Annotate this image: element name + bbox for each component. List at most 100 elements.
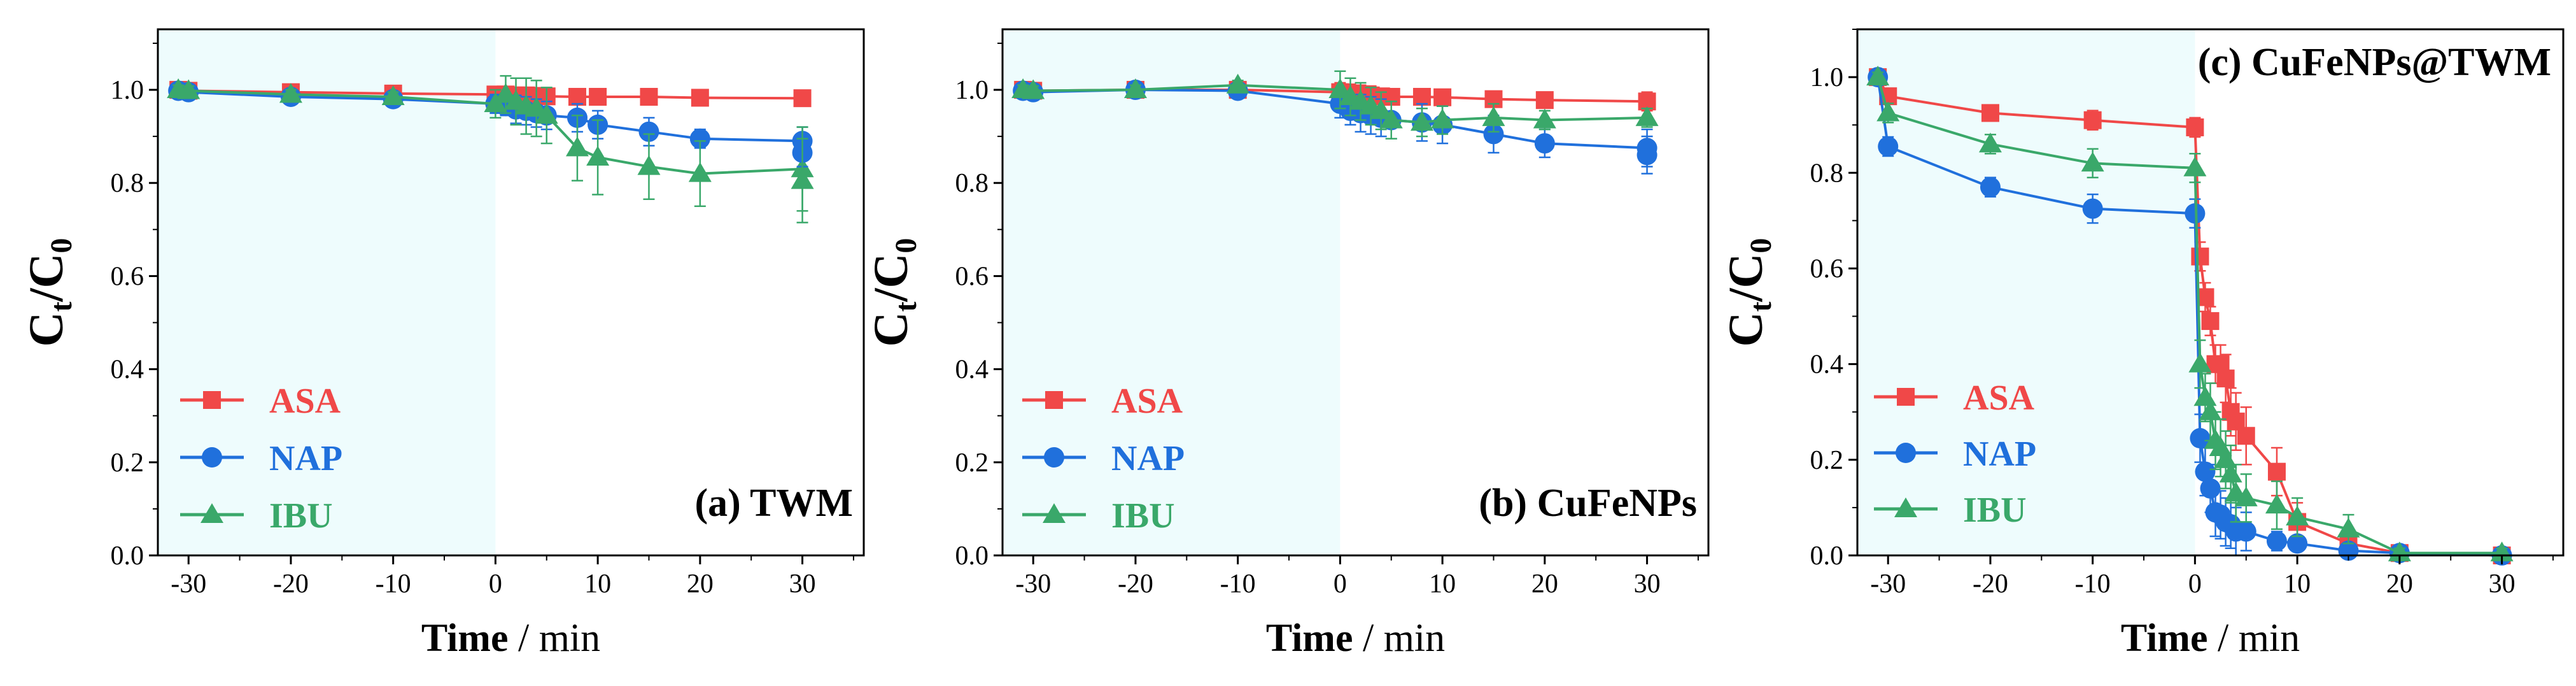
panel-label: (c) CuFeNPs@TWM xyxy=(2198,41,2551,84)
shaded-region xyxy=(1003,29,1341,555)
legend-label-nap: NAP xyxy=(269,439,342,478)
x-tick-label: 0 xyxy=(489,569,502,599)
shaded-region xyxy=(1857,29,2195,555)
data-point-nap xyxy=(638,121,659,142)
y-axis-label-sep: /C xyxy=(20,254,73,303)
data-point-ibu xyxy=(688,162,712,182)
legend-label-asa: ASA xyxy=(1111,382,1183,421)
panel-label: (b) CuFeNPs xyxy=(1479,482,1697,525)
data-point-ibu xyxy=(177,79,201,99)
x-tick-label: -10 xyxy=(2075,569,2111,599)
series-ibu_2 xyxy=(791,138,814,224)
series-nap_2 xyxy=(1636,135,1658,175)
data-point-ibu xyxy=(1226,73,1249,94)
y-tick-label: 0.4 xyxy=(111,355,144,385)
data-point-asa xyxy=(2191,247,2209,266)
legend-label-ibu: IBU xyxy=(1111,496,1175,536)
x-tick-label: -10 xyxy=(376,569,411,599)
data-point-ibu xyxy=(1431,108,1454,129)
data-point-nap xyxy=(1483,124,1504,145)
y-axis-label-sub-0: 0 xyxy=(45,238,78,254)
x-axis-label-bold: Time xyxy=(2121,617,2208,660)
axes-frame xyxy=(1856,28,2565,557)
x-tick-label: 30 xyxy=(1634,569,1661,599)
y-tick-label: 0.4 xyxy=(955,355,989,385)
x-tick-label: -30 xyxy=(1870,569,1906,599)
data-point-asa xyxy=(2083,111,2102,129)
data-point-nap xyxy=(2082,198,2103,219)
data-point-asa xyxy=(691,89,709,107)
y-axis-label: Ct/C0 xyxy=(20,238,78,347)
legend-marker-ibu xyxy=(1043,503,1066,523)
data-point-ibu xyxy=(2193,386,2217,406)
data-point-ibu xyxy=(1369,99,1393,119)
legend-marker-asa xyxy=(1045,391,1063,409)
data-point-ibu xyxy=(2199,400,2222,420)
data-point-asa xyxy=(2237,427,2255,445)
y-axis-label: Ct/C0 xyxy=(864,238,923,347)
x-tick-label: 10 xyxy=(2284,569,2311,599)
y-axis-label-sep: /C xyxy=(1719,254,1773,303)
data-point-ibu xyxy=(1482,106,1505,126)
y-tick-label: 0.6 xyxy=(1810,254,1844,283)
y-tick-label: 0.8 xyxy=(111,169,144,198)
x-tick-label: 0 xyxy=(2188,569,2202,599)
x-axis-label-bold: Time xyxy=(421,617,509,660)
y-tick-label: 0.6 xyxy=(111,262,144,291)
x-tick-label: 20 xyxy=(2386,569,2413,599)
data-point-ibu xyxy=(2219,462,2242,483)
data-point-ibu xyxy=(279,83,302,103)
x-tick-label: 20 xyxy=(687,569,714,599)
y-tick-label: 0.0 xyxy=(955,541,989,571)
legend-label-nap: NAP xyxy=(1963,434,2036,474)
x-tick-label: 30 xyxy=(789,569,816,599)
legend-marker-ibu xyxy=(201,503,223,523)
data-point-nap xyxy=(1534,133,1555,154)
chart-panel-1: -30 -20 -10 0 10 20 30 0.0 0.2 0.4 0.6 0.8 1.0 Time /… xyxy=(20,28,865,660)
x-axis-label-unit: / min xyxy=(508,617,600,660)
data-point-asa xyxy=(640,87,658,106)
data-point-nap xyxy=(2287,533,2308,554)
legend-marker-nap xyxy=(1896,443,1916,463)
data-point-ibu xyxy=(1410,111,1433,131)
axes-frame xyxy=(1001,28,1710,557)
y-tick-label: 0.2 xyxy=(111,448,144,478)
x-tick-label: -30 xyxy=(1015,569,1051,599)
y-tick-label: 0.6 xyxy=(955,262,989,291)
data-point-nap xyxy=(689,128,710,149)
y-axis-label-c: C xyxy=(1719,312,1773,347)
data-point-asa xyxy=(2267,462,2286,481)
legend-marker-asa xyxy=(203,391,221,409)
y-axis-label-sub-0: 0 xyxy=(889,238,923,254)
data-point-asa xyxy=(793,89,812,108)
x-tick-label: 10 xyxy=(584,569,611,599)
legend-marker-nap xyxy=(202,447,222,468)
y-tick-label: 0.8 xyxy=(955,169,989,198)
data-point-ibu xyxy=(1022,79,1045,99)
data-point-ibu xyxy=(2265,494,2288,514)
legend-marker-ibu xyxy=(1894,497,1917,517)
data-point-nap xyxy=(2190,428,2211,449)
data-point-ibu xyxy=(2188,352,2212,373)
data-point-asa xyxy=(2216,369,2235,388)
data-point-ibu xyxy=(2337,517,2360,538)
data-point-asa xyxy=(589,87,607,106)
data-point-asa xyxy=(2201,312,2220,331)
y-tick-label: 1.0 xyxy=(111,76,144,105)
data-point-ibu xyxy=(2286,505,2309,525)
y-tick-label: 0.2 xyxy=(1810,446,1844,475)
data-point-ibu xyxy=(535,104,558,124)
x-tick-label: 30 xyxy=(2489,569,2516,599)
data-point-ibu xyxy=(586,146,610,166)
series-ibu xyxy=(167,75,814,212)
y-axis-label: Ct/C0 xyxy=(1719,238,1778,347)
data-point-ibu xyxy=(637,155,661,175)
x-tick-label: -10 xyxy=(1220,569,1256,599)
data-point-nap xyxy=(2266,531,2287,552)
y-tick-label: 0.0 xyxy=(111,541,144,571)
shaded-region xyxy=(158,29,496,555)
y-tick-label: 0.0 xyxy=(1810,541,1844,571)
y-tick-label: 1.0 xyxy=(1810,63,1844,92)
y-tick-label: 1.0 xyxy=(955,76,989,105)
